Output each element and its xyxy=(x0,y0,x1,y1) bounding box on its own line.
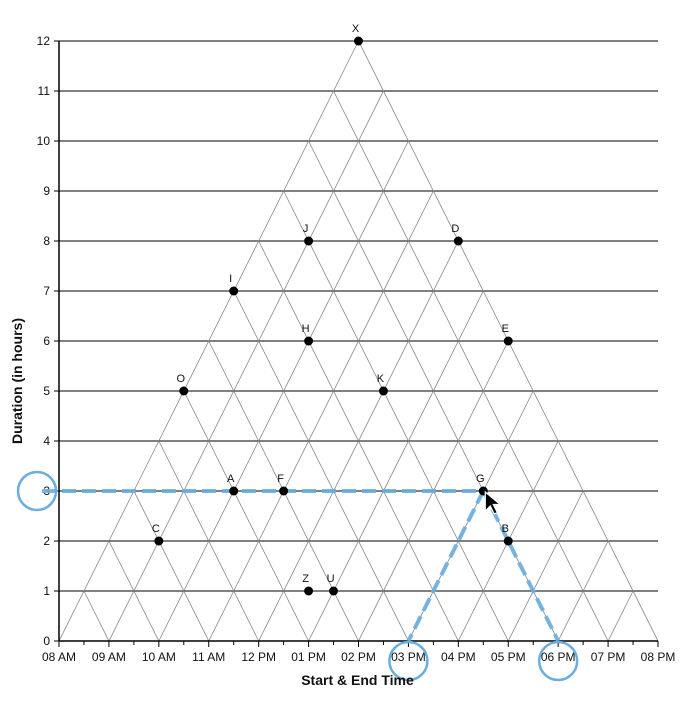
x-tick-label: 02 PM xyxy=(341,650,376,664)
data-point-C[interactable] xyxy=(154,536,164,546)
x-tick-label: 01 PM xyxy=(291,650,326,664)
y-tick-label: 4 xyxy=(43,434,50,448)
y-tick-label: 8 xyxy=(43,234,50,248)
data-point-F[interactable] xyxy=(279,486,289,496)
end-time-highlight-circle xyxy=(537,640,579,682)
end-line-13 xyxy=(183,390,309,642)
start-time-highlight-circle xyxy=(388,640,429,682)
point-label-F: F xyxy=(277,473,284,485)
data-points[interactable]: X J D I H E O K A F G C B Z U xyxy=(152,23,513,596)
end-line-17 xyxy=(283,190,509,642)
start-line-13 xyxy=(308,290,484,642)
end-line-15 xyxy=(233,290,409,642)
point-label-E: E xyxy=(502,323,509,335)
start-line-11 xyxy=(208,190,434,642)
data-point-E[interactable] xyxy=(503,336,513,346)
start-line-9 xyxy=(108,90,384,642)
point-label-K: K xyxy=(377,373,385,385)
x-tick-label: 09 AM xyxy=(92,650,126,664)
point-label-X: X xyxy=(352,23,360,35)
data-point-O[interactable] xyxy=(179,386,189,396)
start-line-17 xyxy=(507,490,584,642)
x-tick-label: 05 PM xyxy=(491,650,526,664)
end-line-10 xyxy=(108,540,160,642)
end-guide-line xyxy=(481,490,560,642)
data-point-H[interactable] xyxy=(304,336,314,346)
x-tick-label: 04 PM xyxy=(441,650,476,664)
x-tick-label: 08 PM xyxy=(641,650,676,664)
x-axis-ticks: 08 AM 09 AM 10 AM 11 AM 12 PM 01 PM 02 PM 03 PM… xyxy=(42,641,675,664)
data-point-A[interactable] xyxy=(229,486,239,496)
point-label-O: O xyxy=(177,373,186,385)
point-label-J: J xyxy=(303,223,309,235)
start-guide-line xyxy=(406,490,486,642)
y-tick-label: 9 xyxy=(43,184,50,198)
point-label-A: A xyxy=(227,473,235,485)
cursor-arrow-shape xyxy=(484,490,502,515)
y-tick-label: 11 xyxy=(38,84,51,98)
point-label-H: H xyxy=(302,323,310,335)
end-line-19 xyxy=(333,90,609,642)
x-tick-label: 10 AM xyxy=(142,650,176,664)
data-point-D[interactable] xyxy=(453,236,463,246)
y-tick-label: 6 xyxy=(43,334,50,348)
point-label-G: G xyxy=(476,473,485,485)
data-point-B[interactable] xyxy=(503,536,513,546)
y-tick-label: 10 xyxy=(37,134,51,148)
point-label-D: D xyxy=(451,223,459,235)
mouse-cursor-icon xyxy=(484,490,502,515)
y-axis-title: Duration (in hours) xyxy=(9,318,25,444)
y-tick-label: 2 xyxy=(43,534,50,548)
duration-highlight-circle xyxy=(16,470,58,512)
x-tick-label: 03 PM xyxy=(391,650,426,664)
point-label-B: B xyxy=(502,523,509,535)
y-tick-label: 1 xyxy=(43,584,50,598)
point-label-U: U xyxy=(327,573,335,585)
end-line-11 xyxy=(133,490,210,642)
x-axis-title: Start & End Time xyxy=(301,672,414,688)
x-tick-label: 12 PM xyxy=(241,650,276,664)
point-label-C: C xyxy=(152,523,160,535)
x-tick-label: 08 AM xyxy=(42,650,76,664)
y-tick-label: 0 xyxy=(43,634,50,648)
data-point-J[interactable] xyxy=(304,236,314,246)
y-tick-label: 12 xyxy=(37,34,51,48)
data-point-K[interactable] xyxy=(378,386,388,396)
data-point-I[interactable] xyxy=(229,286,239,296)
point-label-Z: Z xyxy=(302,573,309,585)
end-line-16 xyxy=(258,240,459,642)
end-line-18 xyxy=(308,140,559,642)
end-line-9 xyxy=(83,590,110,642)
data-point-Z[interactable] xyxy=(304,586,314,596)
y-tick-label: 5 xyxy=(43,384,50,398)
highlight-guides xyxy=(16,470,579,682)
data-point-U[interactable] xyxy=(329,586,339,596)
x-tick-label: 07 PM xyxy=(591,650,626,664)
y-tick-label: 7 xyxy=(43,284,50,298)
x-tick-label: 06 PM xyxy=(541,650,576,664)
data-point-X[interactable] xyxy=(354,36,363,46)
end-line-12 xyxy=(158,440,260,642)
start-line-19 xyxy=(607,590,634,642)
point-label-I: I xyxy=(229,273,232,285)
x-tick-label: 11 AM xyxy=(192,650,225,664)
